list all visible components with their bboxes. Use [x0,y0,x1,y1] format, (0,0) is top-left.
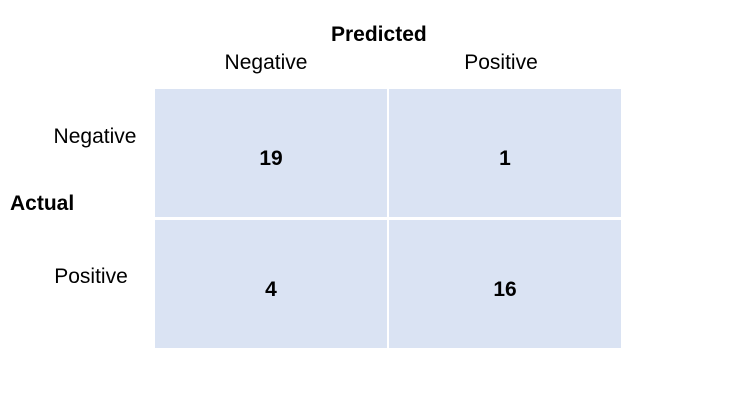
cell-value-true-positive: 16 [493,278,517,301]
column-label-negative: Negative [224,51,308,74]
predicted-axis-title: Predicted [331,23,427,46]
actual-axis-title: Actual [10,192,75,215]
cell-value-false-positive: 1 [499,147,511,170]
confusion-matrix: 19 1 4 16 [155,89,621,348]
column-label-positive: Positive [464,51,538,74]
cell-false-positive: 1 [389,89,621,217]
cell-value-true-negative: 19 [259,147,283,170]
row-label-positive: Positive [54,265,128,288]
cell-false-negative: 4 [155,220,387,348]
row-label-negative: Negative [53,125,137,148]
cell-true-negative: 19 [155,89,387,217]
cell-true-positive: 16 [389,220,621,348]
cell-value-false-negative: 4 [265,278,277,301]
